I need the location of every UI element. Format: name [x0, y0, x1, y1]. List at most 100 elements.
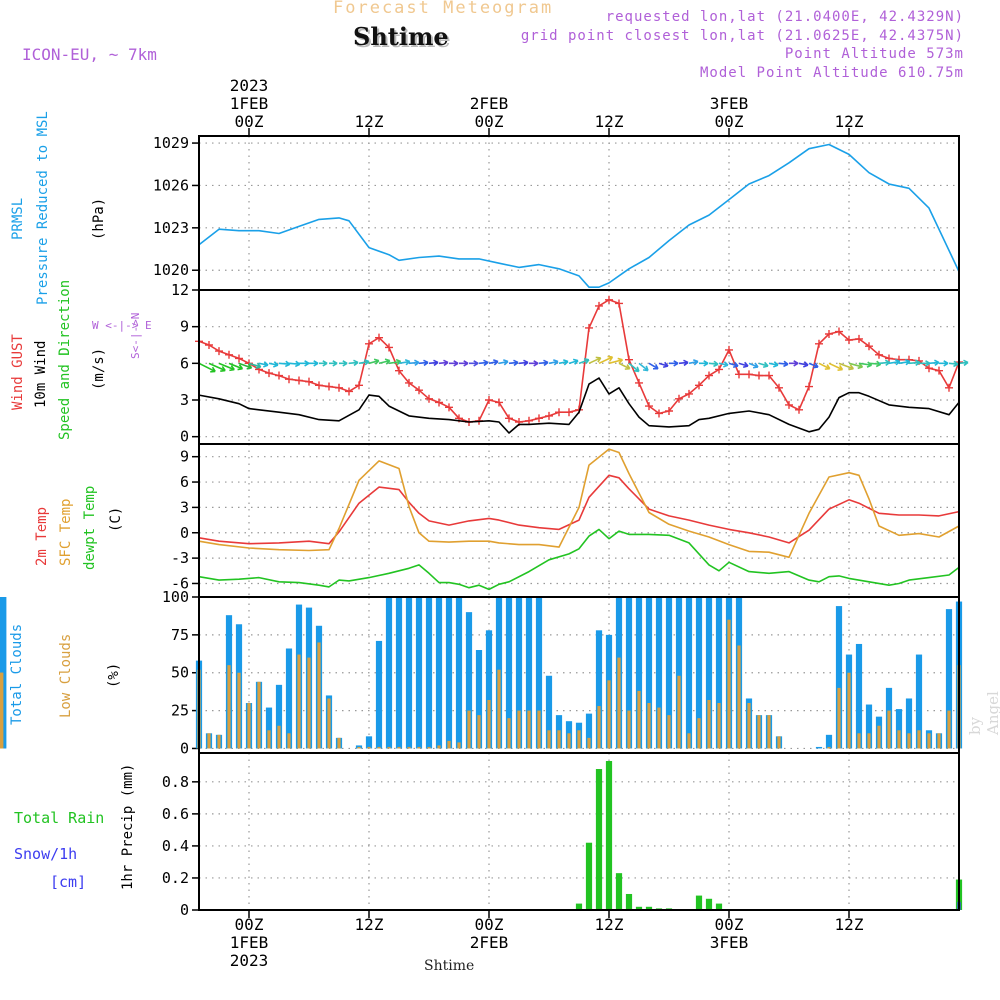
- bar-low-clouds: [507, 718, 511, 749]
- wind-arrow: [728, 361, 739, 369]
- wind-arrow: [688, 359, 699, 366]
- wind-arrow: [288, 360, 301, 368]
- bar-low-clouds: [707, 699, 711, 749]
- gust-marker: [645, 402, 653, 411]
- wind-arrow: [928, 359, 940, 367]
- wind-arrow: [268, 361, 279, 368]
- wind-arrow: [588, 356, 602, 365]
- y-tick-label: 50: [171, 664, 189, 682]
- gust-marker: [765, 371, 773, 380]
- wind-arrow: [939, 360, 949, 367]
- gust-marker: [445, 403, 453, 412]
- wind-arrow: [378, 358, 391, 365]
- bottom-time-label: 2023: [230, 951, 269, 970]
- bar-total-clouds: [395, 597, 403, 749]
- bar-low-clouds: [737, 645, 741, 749]
- wind-arrow: [508, 359, 519, 367]
- bar-low-clouds: [447, 740, 451, 749]
- bar-low-clouds: [247, 703, 251, 749]
- top-time-label: 1FEB: [230, 94, 269, 113]
- wind-arrow: [248, 362, 262, 369]
- panel-3: [192, 443, 960, 598]
- wind-arrow: [548, 359, 559, 366]
- bar-total-clouds: [435, 597, 443, 749]
- y-tick-label: 0.4: [162, 837, 189, 855]
- bar-low-clouds: [267, 730, 271, 749]
- bar-low-clouds: [357, 746, 361, 749]
- bar-low-clouds: [667, 715, 671, 749]
- wind-arrow: [768, 361, 779, 368]
- wind-arrow: [418, 359, 429, 367]
- gust-marker: [435, 398, 443, 407]
- series-dewpt-temp: [198, 528, 960, 591]
- bar-total-clouds: [695, 597, 703, 749]
- wind-arrow: [299, 360, 310, 367]
- bar-low-clouds: [497, 669, 501, 749]
- top-time-label: 2023: [230, 76, 269, 95]
- bar-low-clouds: [577, 730, 581, 749]
- wind-arrow: [948, 360, 959, 368]
- wind-arrow: [838, 362, 855, 371]
- model-label: ICON-EU, ~ 7km: [22, 45, 157, 64]
- bar-total-rain: [625, 893, 633, 910]
- top-time-label: 00Z: [475, 112, 504, 131]
- y-tick-label: 0.2: [162, 869, 189, 887]
- bar-total-clouds: [475, 650, 483, 749]
- bar-total-clouds: [365, 736, 373, 749]
- top-time-label: 12Z: [595, 112, 624, 131]
- wind-arrow: [408, 359, 420, 367]
- wind-arrow: [598, 355, 614, 365]
- bar-low-clouds: [287, 733, 291, 749]
- wind-arrow: [699, 360, 709, 367]
- panel-1: [192, 135, 960, 291]
- y-tick-label: 0: [180, 524, 189, 542]
- wind-arrow: [708, 360, 719, 368]
- bar-total-clouds: [455, 597, 463, 749]
- bottom-time-label: 12Z: [355, 915, 384, 934]
- bar-low-clouds: [657, 707, 661, 749]
- wind-arrow: [449, 360, 459, 367]
- bottom-time-label: 2FEB: [470, 933, 509, 952]
- bar-low-clouds: [397, 746, 401, 749]
- bar-total-clouds: [515, 597, 523, 749]
- bottom-time-label: 12Z: [595, 915, 624, 934]
- wind-arrow: [888, 358, 901, 366]
- wind-arrow: [459, 360, 469, 367]
- bar-low-clouds: [317, 642, 321, 749]
- gust-marker: [875, 350, 883, 359]
- gust-marker: [205, 341, 213, 349]
- bar-low-clouds: [917, 730, 921, 749]
- y-tick-label: 0: [180, 739, 189, 757]
- y-tick-label: 1029: [153, 134, 189, 152]
- bar-low-clouds: [937, 733, 941, 749]
- gust-marker: [365, 339, 373, 348]
- gust-marker: [215, 347, 223, 356]
- wind-arrow: [828, 362, 844, 371]
- gust-marker: [655, 409, 663, 418]
- gust-marker: [425, 394, 433, 403]
- wind-arrow: [228, 362, 244, 371]
- wind-arrow: [428, 359, 439, 367]
- y-tick-label: 1026: [153, 176, 189, 194]
- bar-low-clouds: [597, 706, 601, 749]
- wind-arrow: [358, 359, 370, 366]
- bar-total-clouds: [665, 597, 673, 749]
- wind-arrow: [518, 359, 529, 367]
- bottom-time-label: 1FEB: [230, 933, 269, 952]
- gust-marker: [385, 343, 393, 352]
- wind-arrow: [329, 360, 338, 367]
- gust-marker: [535, 414, 543, 423]
- bar-low-clouds: [537, 710, 541, 749]
- gust-marker: [865, 342, 873, 351]
- gust-marker: [815, 339, 823, 348]
- wind-arrow: [808, 362, 819, 369]
- gust-marker: [265, 369, 273, 378]
- bar-low-clouds: [757, 715, 761, 749]
- bar-low-clouds: [437, 745, 441, 749]
- gust-marker: [705, 371, 713, 380]
- bottom-time-label: 12Z: [835, 915, 864, 934]
- gust-marker: [395, 366, 403, 375]
- bar-low-clouds: [547, 730, 551, 749]
- gust-marker: [345, 387, 353, 396]
- panel-2: [192, 289, 969, 445]
